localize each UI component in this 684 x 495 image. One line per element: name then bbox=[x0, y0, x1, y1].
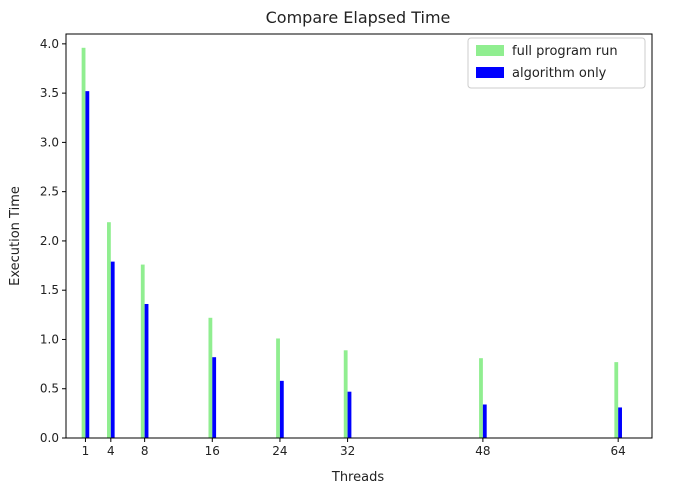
legend-box bbox=[467, 37, 646, 89]
bar-algorithm-only-32 bbox=[347, 391, 352, 438]
y-tick-label: 1.0 bbox=[40, 332, 59, 346]
y-tick-label: 4.0 bbox=[40, 37, 59, 51]
bar-full-program-run-64 bbox=[614, 362, 619, 438]
x-tick-label: 64 bbox=[611, 444, 626, 458]
bar-algorithm-only-8 bbox=[144, 303, 149, 438]
legend-label-full-program-run: full program run bbox=[512, 44, 618, 59]
chart-title: Compare Elapsed Time bbox=[266, 8, 451, 27]
x-tick-label: 16 bbox=[205, 444, 220, 458]
bar-full-program-run-1 bbox=[81, 47, 86, 439]
legend-label-algorithm-only: algorithm only bbox=[512, 66, 607, 81]
x-tick-label: 32 bbox=[340, 444, 355, 458]
bar-full-program-run-32 bbox=[343, 350, 348, 438]
x-axis-title: Threads bbox=[331, 470, 384, 485]
bar-algorithm-only-1 bbox=[85, 91, 90, 439]
bars-group bbox=[81, 47, 622, 439]
plot-frame bbox=[65, 33, 653, 439]
bar-algorithm-only-48 bbox=[482, 404, 487, 438]
bar-algorithm-only-64 bbox=[618, 407, 622, 438]
x-tick-label: 4 bbox=[107, 444, 115, 458]
bar-full-program-run-8 bbox=[140, 264, 145, 438]
x-tick-label: 8 bbox=[141, 444, 149, 458]
y-tick-label: 2.5 bbox=[40, 185, 59, 199]
y-tick-label: 0.0 bbox=[40, 431, 59, 445]
x-tick-label: 48 bbox=[475, 444, 490, 458]
y-tick-label: 3.5 bbox=[40, 86, 59, 100]
y-tick-label: 3.0 bbox=[40, 135, 59, 149]
y-tick-label: 1.5 bbox=[40, 283, 59, 297]
bar-algorithm-only-16 bbox=[212, 357, 217, 438]
bar-algorithm-only-4 bbox=[110, 261, 115, 438]
x-axis: 1 4 8 16 24 32 48 64 bbox=[82, 438, 626, 458]
legend: full program run algorithm only bbox=[467, 37, 646, 89]
bar-full-program-run-4 bbox=[107, 222, 111, 438]
y-tick-label: 0.5 bbox=[40, 382, 59, 396]
y-axis: 0.0 0.5 1.0 1.5 2.0 2.5 3.0 3.5 4.0 bbox=[40, 37, 66, 445]
x-tick-label: 24 bbox=[272, 444, 287, 458]
legend-swatch-algorithm-only bbox=[476, 67, 504, 78]
bar-full-program-run-16 bbox=[208, 317, 213, 438]
bar-algorithm-only-24 bbox=[279, 380, 284, 438]
y-tick-label: 2.0 bbox=[40, 234, 59, 248]
y-axis-title: Execution Time bbox=[8, 186, 23, 286]
legend-swatch-full-program-run bbox=[476, 45, 504, 56]
bar-full-program-run-48 bbox=[479, 358, 483, 438]
x-tick-label: 1 bbox=[82, 444, 90, 458]
bar-full-program-run-24 bbox=[276, 338, 280, 438]
